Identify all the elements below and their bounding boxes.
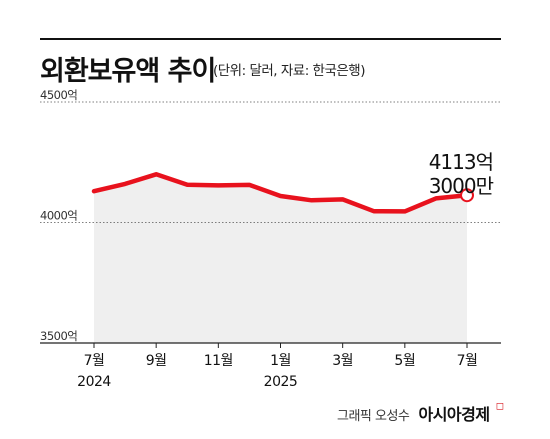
x-tick-label-2025-01: 1월 — [270, 353, 291, 369]
series-line — [91, 172, 470, 214]
x-tick-label-2024-07: 7월 — [84, 353, 105, 369]
data-point-2025-07 — [460, 188, 474, 203]
x-tick-label-2024-09: 9월 — [146, 353, 167, 369]
brand-mark-icon: ◻ — [495, 401, 504, 412]
x-tick-year-2025-01: 2025 — [264, 374, 298, 390]
annotation-line2: 3000만 — [429, 174, 494, 198]
credit-designer: 그래픽 오성수 — [336, 409, 410, 424]
x-tick-year-2024-07: 2024 — [77, 374, 111, 390]
top-rule — [40, 38, 501, 40]
y-tick-label-4000: 4000억 — [40, 209, 77, 223]
brand-name: 아시아경제 — [418, 405, 490, 424]
x-tick-label-2025-07: 7월 — [457, 353, 478, 369]
chart-subtitle: (단위: 달러, 자료: 한국은행) — [213, 63, 366, 79]
x-tick-label-2025-05: 5월 — [394, 353, 415, 369]
x-tick-label-2025-03: 3월 — [332, 353, 353, 369]
credit: 그래픽 오성수 아시아경제 ◻ — [337, 401, 504, 425]
y-tick-label-3500: 3500억 — [40, 329, 77, 343]
annotation-line1: 4113억 — [429, 150, 493, 174]
x-tick-label-2024-11: 11월 — [204, 353, 233, 369]
y-tick-label-4500: 4500억 — [40, 88, 77, 102]
area-fill — [94, 174, 467, 343]
chart-title: 외환보유액 추이 — [40, 56, 216, 87]
